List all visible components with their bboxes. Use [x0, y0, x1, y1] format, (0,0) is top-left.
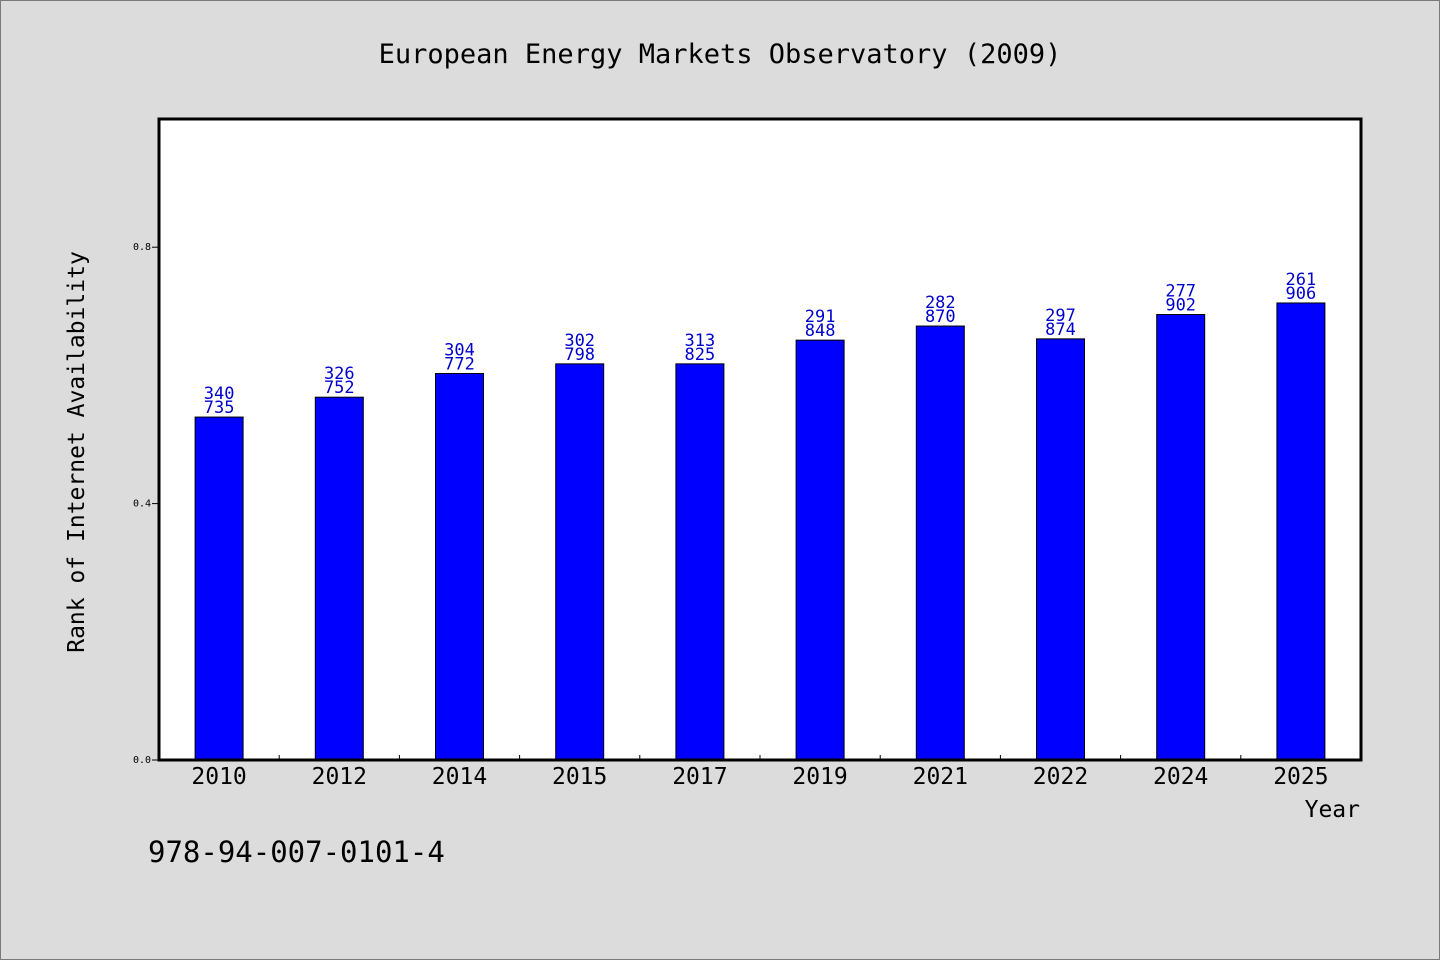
data-label-2024-2: 902: [1165, 296, 1196, 316]
data-label-2012-1: 326: [324, 364, 355, 384]
data-label-2021-2: 870: [925, 307, 956, 327]
y-tick-label-0.8: 0.8: [133, 242, 151, 253]
data-label-2015-2: 798: [564, 345, 595, 365]
y-tick-label-0.4: 0.4: [133, 499, 151, 510]
data-label-2024-1: 277: [1165, 282, 1196, 302]
bar-2022: [1036, 338, 1085, 761]
y-axis-ticks: 0.0 0.4 0.8: [133, 242, 159, 766]
data-label-2012-2: 752: [324, 378, 355, 398]
data-label-2010-1: 340: [204, 384, 235, 404]
x-tick-label-2012: 2012: [312, 764, 367, 790]
x-axis-ticks: 2010 2012 2014 2015 2017 2019 2021 2022 2024 2025: [191, 755, 1329, 790]
data-label-2022-2: 874: [1045, 320, 1076, 340]
x-tick-label-2022: 2022: [1033, 764, 1088, 790]
bar-2019: [795, 339, 845, 761]
data-label-2021-1: 282: [925, 293, 956, 313]
x-tick-label-2021: 2021: [913, 764, 968, 790]
bar-2015: [555, 363, 605, 761]
x-axis-label: Year: [1305, 797, 1360, 823]
x-tick-label-2014: 2014: [432, 764, 487, 790]
data-labels-group: 3407353267523047723027983138252918482828…: [204, 270, 1317, 418]
footer-isbn: 978-94-007-0101-4: [148, 835, 445, 869]
data-label-2025-2: 906: [1286, 284, 1317, 304]
data-label-2025-1: 261: [1286, 270, 1317, 290]
data-label-2017-1: 313: [685, 331, 716, 351]
x-tick-label-2017: 2017: [672, 764, 727, 790]
bar-2014: [435, 372, 484, 761]
y-axis-label: Rank of Internet Availability: [64, 251, 90, 653]
x-tick-label-2024: 2024: [1153, 764, 1208, 790]
bar-2024: [1156, 314, 1206, 761]
data-label-2017-2: 825: [685, 345, 716, 365]
x-tick-label-2010: 2010: [191, 764, 246, 790]
data-label-2010-2: 735: [204, 398, 235, 418]
bar-2021: [915, 325, 965, 761]
data-label-2022-1: 297: [1045, 306, 1076, 326]
data-label-2019-2: 848: [805, 321, 836, 341]
y-tick-label-0.0: 0.0: [133, 755, 151, 766]
bar-2017: [675, 363, 725, 761]
data-label-2019-1: 291: [805, 307, 836, 327]
bar-2012: [314, 396, 364, 761]
data-label-2014-2: 772: [444, 354, 475, 374]
data-label-2014-1: 304: [444, 340, 475, 360]
plot-border: [157, 117, 1363, 762]
data-label-2015-1: 302: [564, 331, 595, 351]
bar-2010: [194, 416, 244, 761]
bars-group: [194, 302, 1326, 761]
x-tick-label-2025: 2025: [1273, 764, 1328, 790]
bar-2025: [1276, 302, 1326, 761]
x-tick-label-2015: 2015: [552, 764, 607, 790]
chart-title: European Energy Markets Observatory (200…: [379, 39, 1062, 70]
x-tick-label-2019: 2019: [792, 764, 847, 790]
